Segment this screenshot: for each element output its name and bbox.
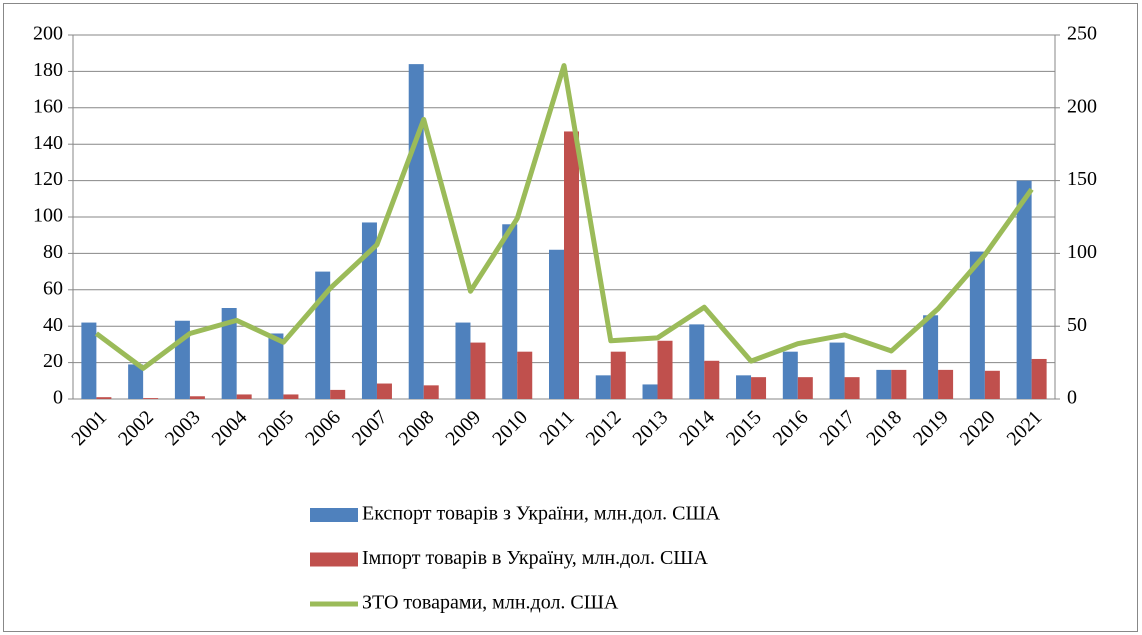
bar: [502, 224, 518, 399]
bar: [782, 351, 798, 399]
bar: [642, 384, 658, 399]
y2-tick-label: 250: [1067, 23, 1097, 45]
bar: [891, 369, 907, 399]
bar: [361, 222, 377, 399]
bar: [470, 342, 486, 399]
bar: [408, 64, 424, 400]
y2-tick-label: 100: [1067, 241, 1097, 263]
bar: [96, 397, 112, 399]
y-tick-label: 20: [43, 350, 63, 372]
bar: [969, 251, 985, 399]
bar: [143, 398, 159, 399]
bar: [564, 131, 579, 399]
y-tick-label: 60: [43, 277, 63, 299]
bar: [984, 370, 1000, 399]
y2-tick-label: 50: [1067, 314, 1087, 336]
bar: [876, 369, 892, 399]
legend-swatch: [310, 552, 358, 567]
legend-label: Експорт товарів з України, млн.дол. США: [362, 503, 721, 525]
bar: [81, 322, 97, 399]
bar: [704, 360, 720, 399]
y-tick-label: 160: [33, 95, 63, 117]
bar: [236, 394, 252, 399]
bar: [1016, 180, 1032, 399]
legend-label: Імпорт товарів в Україну, млн.дол. США: [362, 547, 708, 569]
bar: [751, 377, 767, 399]
line: [94, 63, 1034, 371]
bar: [268, 333, 284, 399]
y-tick-label: 100: [33, 205, 63, 227]
bar: [595, 375, 611, 399]
legend-swatch: [310, 508, 358, 522]
bar: [938, 369, 954, 399]
bar: [657, 340, 673, 399]
bar: [1031, 358, 1047, 399]
bar: [189, 396, 205, 399]
bar: [610, 351, 626, 399]
bar: [221, 308, 237, 399]
bar: [330, 389, 346, 399]
bar: [689, 324, 705, 399]
y2-tick-label: 200: [1067, 95, 1097, 117]
bar: [797, 377, 813, 399]
y2-tick-label: 0: [1067, 387, 1077, 409]
y-tick-label: 0: [53, 387, 63, 409]
bar: [283, 394, 299, 399]
y-tick-label: 200: [33, 23, 63, 45]
bar: [423, 385, 439, 399]
legend-label: ЗТО товарами, млн.дол. США: [362, 592, 619, 614]
y-tick-label: 40: [43, 314, 63, 336]
bar: [517, 351, 533, 399]
y-tick-label: 80: [43, 241, 63, 263]
bar: [455, 322, 471, 399]
y2-tick-label: 150: [1067, 168, 1097, 190]
y-tick-label: 140: [33, 132, 63, 154]
bar: [128, 364, 144, 399]
bar: [376, 383, 392, 399]
bar: [829, 342, 845, 399]
bar: [736, 375, 752, 399]
bar: [844, 377, 860, 399]
y-tick-label: 120: [33, 168, 63, 190]
y-tick-label: 180: [33, 59, 63, 81]
bar: [549, 249, 564, 399]
bar: [923, 315, 939, 399]
